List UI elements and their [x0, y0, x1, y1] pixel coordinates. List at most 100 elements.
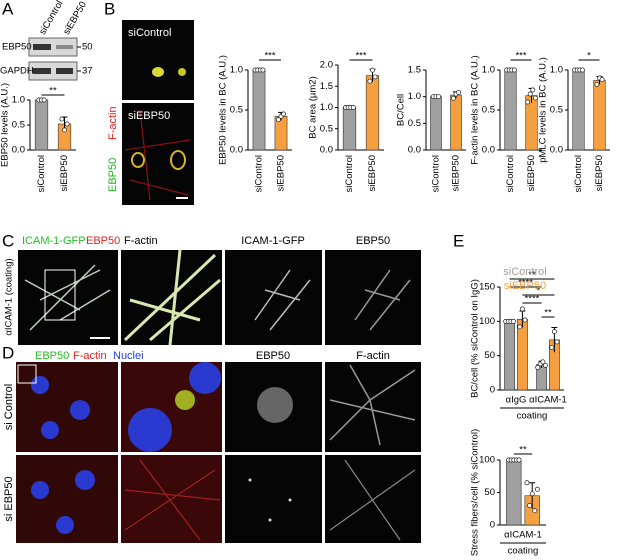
y-tick-label: 50 — [484, 487, 495, 498]
inset-box — [17, 364, 37, 384]
x-tick-label: siEBP50 — [594, 155, 605, 191]
y-tick-label: 1.0 — [320, 102, 333, 113]
micrograph — [122, 20, 194, 100]
significance-label: ** — [49, 86, 57, 97]
y-tick-label: 0.5 — [550, 105, 563, 116]
data-point — [372, 74, 378, 80]
row-label: si Control — [3, 384, 15, 430]
y-tick-label: 0.0 — [12, 145, 25, 156]
y-tick-label: 0.5 — [12, 120, 25, 131]
blot-marker: 50 — [82, 42, 93, 53]
column-label: F-actin — [356, 350, 390, 362]
data-point — [275, 117, 281, 123]
data-point — [350, 105, 356, 110]
data-point — [59, 116, 65, 122]
x-tick-label: siControl — [254, 155, 265, 193]
blot-column: siEBP50 — [61, 0, 89, 37]
data-point — [532, 95, 538, 101]
stain-label: ICAM-1-GFP — [22, 235, 86, 247]
inset-box — [44, 269, 76, 321]
y-tick-label: 1.0 — [230, 65, 243, 76]
bar — [342, 107, 357, 151]
bar — [430, 96, 442, 151]
y-tick-label: 1.0 — [12, 95, 25, 106]
row-label: αICAM-1 (coating) — [4, 258, 15, 335]
x-tick-label: αICAM-1 — [504, 530, 542, 541]
legend-label: siEBP50 — [504, 280, 546, 292]
y-axis-label: BC/cell (% siControl on IgG) — [470, 279, 481, 398]
micrograph-detail — [152, 67, 164, 77]
y-tick-label: 0.0 — [230, 145, 243, 156]
x-tick-label: siControl — [344, 155, 355, 193]
bar — [506, 459, 522, 526]
micrograph-detail — [254, 269, 311, 331]
bar — [504, 69, 517, 151]
data-point — [519, 306, 525, 312]
x-tick-label: siControl — [36, 155, 47, 193]
y-axis-label: EBP50 levels in BC (A.U.) — [218, 55, 229, 165]
micrograph-detail — [31, 481, 49, 499]
micrograph-detail — [248, 478, 252, 482]
y-axis-label: Stress fibers/cell (% siControl) — [470, 429, 481, 556]
bar — [516, 318, 528, 391]
column-label: EBP50 — [356, 235, 390, 247]
micrograph-detail — [131, 152, 145, 168]
y-tick-label: 100 — [479, 455, 495, 466]
x-tick-label: αIgG — [506, 395, 527, 406]
y-axis-label: pMLC levels in BC (A.U.) — [538, 57, 549, 163]
bar — [504, 321, 516, 391]
y-tick-label: 2.0 — [320, 60, 333, 71]
data-point — [529, 491, 535, 497]
y-tick-label: 0 — [490, 385, 495, 396]
significance-label: ** — [544, 308, 552, 319]
y-tick-label: 1.5 — [408, 65, 421, 76]
stain-label: EBP50 — [107, 158, 119, 192]
data-point — [527, 91, 533, 97]
y-axis-label: F-actin levels in BC (A.U.) — [470, 55, 481, 164]
x-tick-label: siEBP50 — [451, 155, 462, 191]
x-tick-label: siEBP50 — [276, 155, 287, 191]
micrograph — [18, 250, 118, 345]
y-tick-label: 0.5 — [482, 105, 495, 116]
bar — [252, 69, 266, 151]
y-tick-label: 150 — [479, 282, 495, 293]
micrograph-detail — [70, 400, 90, 420]
data-point — [540, 359, 546, 365]
micrograph-detail — [56, 516, 74, 534]
stain-label: Nuclei — [113, 350, 144, 362]
micrograph-detail — [124, 109, 191, 201]
panel-label: D — [2, 343, 14, 362]
data-point — [450, 95, 456, 101]
micrograph-detail — [31, 376, 49, 394]
data-point — [516, 457, 522, 463]
column-label: EBP50 — [256, 350, 290, 362]
significance-label: ** — [528, 270, 536, 281]
micrograph-detail — [41, 421, 59, 439]
data-point — [554, 339, 560, 345]
micrograph-detail — [170, 150, 186, 170]
micrograph-detail — [75, 470, 95, 490]
panel-label: C — [2, 231, 14, 250]
significance-label: **** — [525, 294, 540, 305]
data-point — [511, 67, 517, 73]
y-tick-label: 1.5 — [320, 81, 333, 92]
x-tick-label: αICAM-1 — [529, 395, 567, 406]
data-point — [517, 324, 523, 330]
x-tick-label: siControl — [431, 155, 442, 193]
data-point — [41, 97, 47, 103]
data-point — [281, 111, 287, 117]
stain-label: F-actin — [107, 106, 119, 140]
data-point — [543, 362, 548, 368]
micrograph-detail — [123, 249, 221, 346]
y-tick-label: 50 — [484, 350, 495, 361]
significance-label: ** — [519, 445, 527, 456]
data-point — [525, 99, 531, 105]
micrograph-detail — [24, 264, 111, 331]
y-axis-label: BC area (µm2) — [308, 76, 319, 139]
data-point — [551, 329, 557, 335]
data-point — [62, 127, 67, 133]
y-tick-label: 0.0 — [408, 145, 421, 156]
row-label: si EBP50 — [3, 476, 15, 521]
data-point — [594, 81, 600, 87]
micrograph — [325, 250, 421, 345]
